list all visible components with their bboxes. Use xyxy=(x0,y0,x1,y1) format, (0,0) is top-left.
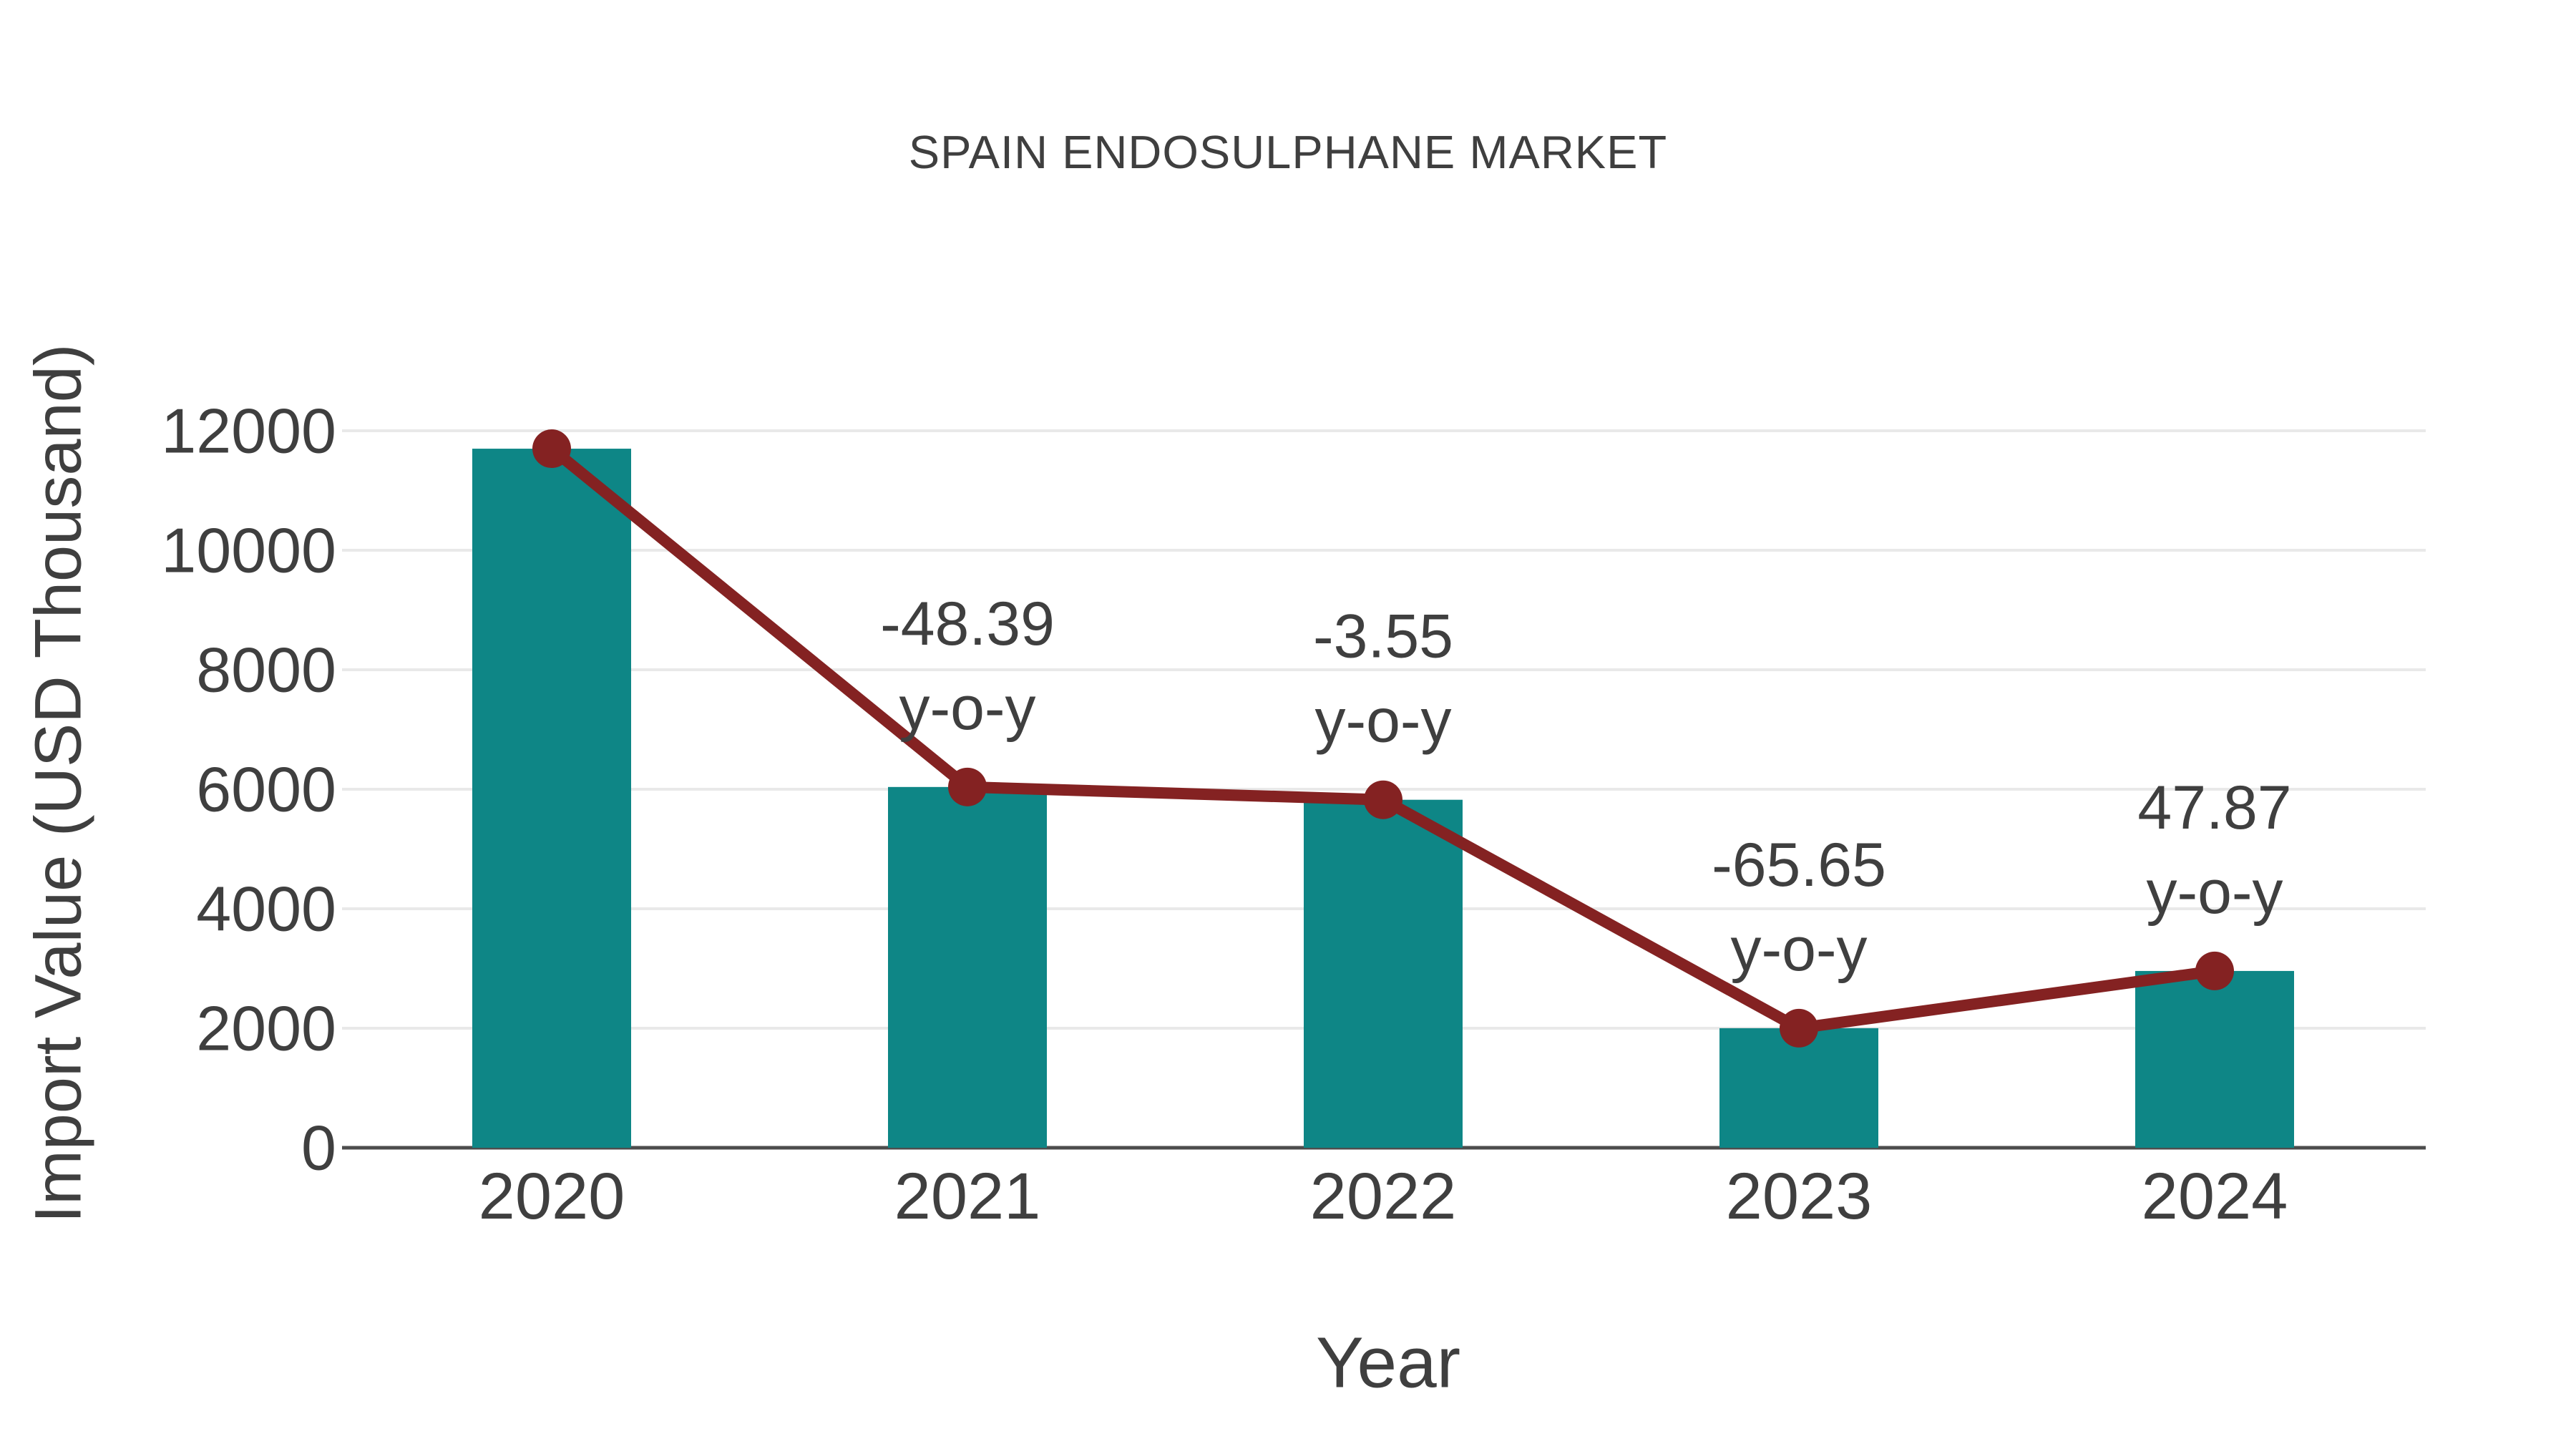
bar-2021 xyxy=(888,786,1047,1148)
y-tick-label-2000: 2000 xyxy=(196,993,336,1064)
x-tick-label-2024: 2024 xyxy=(2142,1160,2288,1233)
x-tick-label-2023: 2023 xyxy=(1726,1160,1873,1233)
annotation-suffix-2022: y-o-y xyxy=(1314,687,1451,756)
bar-2022 xyxy=(1304,799,1463,1148)
marker-2022 xyxy=(1364,780,1402,819)
marker-2021 xyxy=(948,767,987,806)
bar-2024 xyxy=(2135,970,2294,1148)
y-tick-label-6000: 6000 xyxy=(196,754,336,825)
y-tick-label-12000: 12000 xyxy=(161,396,336,467)
x-axis-title: Year xyxy=(1315,1322,1461,1403)
annotation-suffix-2024: y-o-y xyxy=(2146,858,2283,927)
bar-2023 xyxy=(1719,1028,1878,1148)
annotation-value-2023: -65.65 xyxy=(1712,831,1886,899)
y-tick-label-4000: 4000 xyxy=(196,874,336,945)
y-tick-label-0: 0 xyxy=(301,1113,336,1184)
x-tick-label-2022: 2022 xyxy=(1310,1160,1457,1233)
marker-2020 xyxy=(532,429,571,469)
annotation-suffix-2023: y-o-y xyxy=(1730,915,1867,984)
marker-2024 xyxy=(2195,951,2234,990)
x-tick-label-2021: 2021 xyxy=(894,1160,1041,1233)
y-tick-label-10000: 10000 xyxy=(161,515,336,586)
annotation-suffix-2021: y-o-y xyxy=(899,674,1035,743)
annotation-value-2021: -48.39 xyxy=(880,590,1055,658)
annotation-value-2024: 47.87 xyxy=(2137,774,2291,842)
y-tick-label-8000: 8000 xyxy=(196,635,336,706)
x-tick-label-2020: 2020 xyxy=(479,1160,625,1233)
bar-2020 xyxy=(472,449,631,1148)
marker-2023 xyxy=(1780,1008,1818,1048)
chart-title: SPAIN ENDOSULPHANE MARKET xyxy=(908,126,1668,178)
annotation-value-2022: -3.55 xyxy=(1313,602,1453,671)
